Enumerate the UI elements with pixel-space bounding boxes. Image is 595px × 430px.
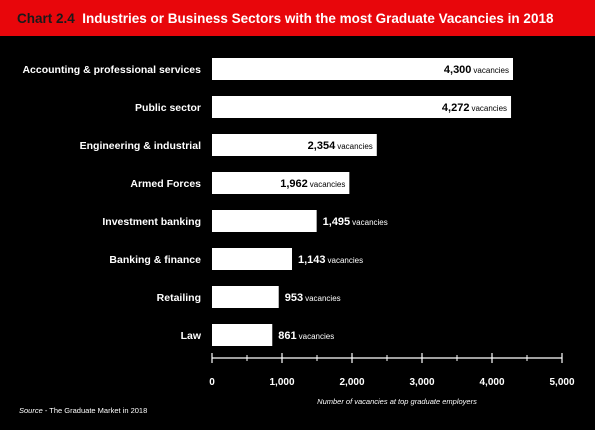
category-label: Armed Forces bbox=[130, 178, 201, 190]
value-label: 1,143 vacancies bbox=[298, 254, 363, 266]
value-unit: vacancies bbox=[328, 256, 364, 265]
value-unit: vacancies bbox=[352, 218, 388, 227]
value-unit: vacancies bbox=[471, 104, 507, 113]
value-label: 1,495 vacancies bbox=[323, 216, 388, 228]
bar bbox=[212, 210, 317, 232]
bar bbox=[212, 248, 293, 270]
bar bbox=[212, 324, 273, 346]
category-label: Public sector bbox=[135, 102, 201, 114]
category-label: Retailing bbox=[157, 292, 201, 304]
value-number: 1,495 bbox=[323, 216, 351, 228]
category-label: Banking & finance bbox=[109, 254, 201, 266]
title-bar: Chart 2.4 Industries or Business Sectors… bbox=[0, 0, 595, 36]
x-tick-label: 3,000 bbox=[409, 377, 434, 388]
value-label: 1,962 vacancies bbox=[280, 178, 345, 190]
bar bbox=[212, 172, 350, 194]
value-label: 953 vacancies bbox=[285, 292, 341, 304]
value-unit: vacancies bbox=[337, 142, 373, 151]
category-label: Investment banking bbox=[102, 216, 201, 228]
bar bbox=[212, 58, 513, 80]
value-label: 4,300 vacancies bbox=[444, 64, 509, 76]
x-tick-label: 5,000 bbox=[549, 377, 574, 388]
value-number: 4,272 bbox=[442, 102, 470, 114]
value-number: 861 bbox=[278, 330, 296, 342]
category-label: Accounting & professional services bbox=[22, 64, 201, 76]
value-label: 4,272 vacancies bbox=[442, 102, 507, 114]
value-label: 861 vacancies bbox=[278, 330, 334, 342]
x-tick-label: 4,000 bbox=[479, 377, 504, 388]
bar bbox=[212, 96, 512, 118]
x-tick-label: 1,000 bbox=[269, 377, 294, 388]
value-number: 1,143 bbox=[298, 254, 326, 266]
bar bbox=[212, 286, 279, 308]
value-number: 953 bbox=[285, 292, 303, 304]
bar bbox=[212, 134, 377, 156]
x-tick-label: 2,000 bbox=[339, 377, 364, 388]
value-unit: vacancies bbox=[299, 332, 335, 341]
x-axis-label: Number of vacancies at top graduate empl… bbox=[317, 397, 477, 406]
source-label: Source bbox=[19, 406, 43, 415]
source-text: - The Graduate Market in 2018 bbox=[42, 406, 148, 415]
value-unit: vacancies bbox=[473, 66, 509, 75]
chart-title: Chart 2.4 Industries or Business Sectors… bbox=[0, 11, 553, 26]
value-number: 4,300 bbox=[444, 64, 472, 76]
category-label: Engineering & industrial bbox=[80, 140, 201, 152]
chart-title-text: Industries or Business Sectors with the … bbox=[82, 10, 554, 26]
chart-number: Chart 2.4 bbox=[17, 10, 75, 26]
value-unit: vacancies bbox=[305, 294, 341, 303]
x-tick-label: 0 bbox=[209, 377, 215, 388]
value-label: 2,354 vacancies bbox=[308, 140, 373, 152]
value-number: 2,354 bbox=[308, 140, 336, 152]
category-label: Law bbox=[181, 330, 202, 342]
source-note: Source - The Graduate Market in 2018 bbox=[19, 406, 147, 415]
value-number: 1,962 bbox=[280, 178, 308, 190]
value-unit: vacancies bbox=[310, 180, 346, 189]
